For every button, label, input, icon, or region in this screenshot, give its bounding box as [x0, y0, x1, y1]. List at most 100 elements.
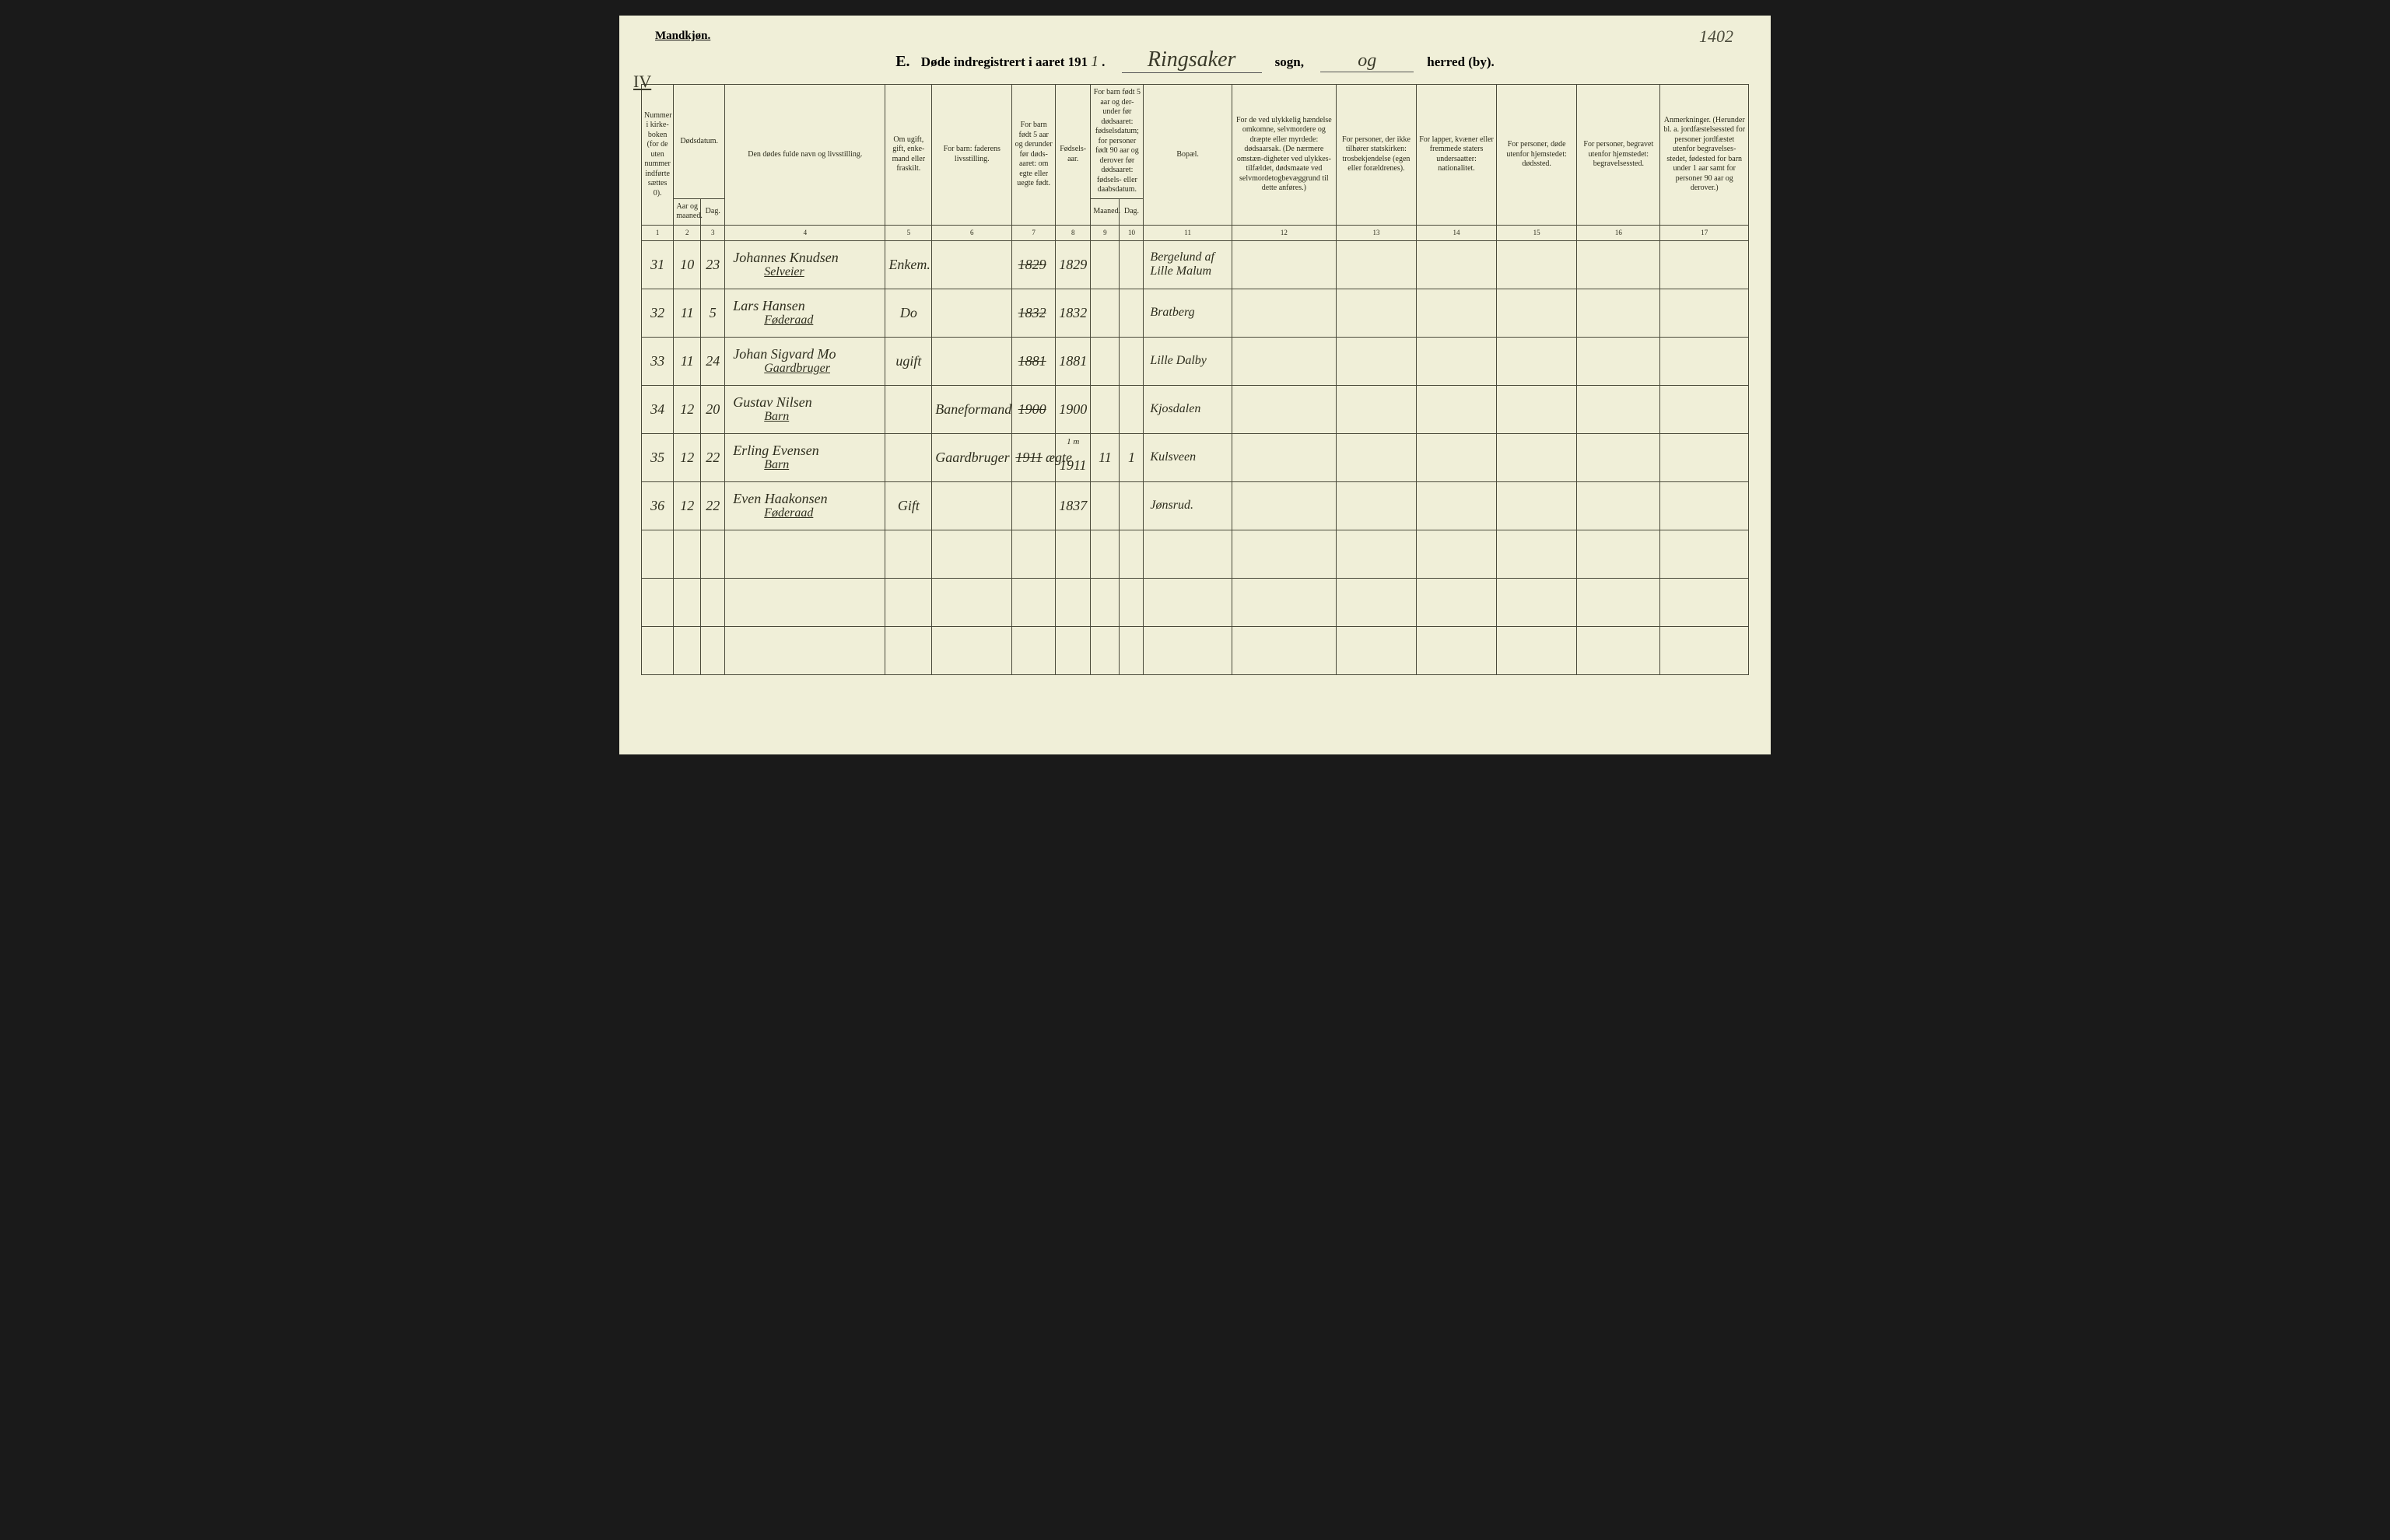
cell-m9: [1091, 385, 1120, 433]
cell-birth: 1832: [1056, 289, 1091, 337]
title-letter: E.: [895, 53, 909, 70]
cell-status: Do: [885, 289, 932, 337]
parish-hw: Ringsaker: [1122, 47, 1262, 73]
register-page: 1402 Mandkjøn. IV E. Døde indregistrert …: [619, 16, 1771, 754]
hdr-c7: For barn født 5 aar og derunder før døds…: [1012, 85, 1056, 226]
cell-m9: [1091, 289, 1120, 337]
cell-m9: [1091, 337, 1120, 385]
cell-num: 32: [642, 289, 674, 337]
cell-d10: [1120, 240, 1144, 289]
hdr-c2: Aar og maaned.: [674, 198, 701, 225]
cell-name: Johannes KnudsenSelveier: [725, 240, 885, 289]
cell-c7: 1829: [1012, 240, 1056, 289]
cell-num: 36: [642, 481, 674, 530]
parish-label: sogn,: [1275, 54, 1304, 69]
hdr-c3: Dag.: [701, 198, 725, 225]
cell-birth: 1 m1911: [1056, 433, 1091, 481]
cell-num: 33: [642, 337, 674, 385]
cell-bopal: Kulsveen: [1144, 433, 1232, 481]
death-register-table: Nummer i kirke-boken (for de uten nummer…: [641, 84, 1749, 675]
cell-name: Lars HansenFøderaad: [725, 289, 885, 337]
district-hw: og: [1320, 51, 1414, 72]
hdr-c8: Fødsels-aar.: [1056, 85, 1091, 226]
table-row: 311023Johannes KnudsenSelveierEnkem. 1829…: [642, 240, 1749, 289]
table-row: 32115Lars HansenFøderaadDo18321832Bratbe…: [642, 289, 1749, 337]
cell-m9: 11: [1091, 433, 1120, 481]
table-row: 341220Gustav NilsenBarnBaneformand190019…: [642, 385, 1749, 433]
cell-num: 34: [642, 385, 674, 433]
cell-month: 10: [674, 240, 701, 289]
cell-month: 11: [674, 337, 701, 385]
empty-row: [642, 530, 1749, 578]
cell-day: 23: [701, 240, 725, 289]
hdr-c16: For personer, begravet utenfor hjemstede…: [1577, 85, 1660, 226]
cell-m9: [1091, 240, 1120, 289]
cell-day: 24: [701, 337, 725, 385]
table-header: Nummer i kirke-boken (for de uten nummer…: [642, 85, 1749, 241]
gender-label: Mandkjøn.: [655, 30, 1749, 43]
title-line: E. Døde indregistrert i aaret 1911. Ring…: [641, 47, 1749, 73]
cell-day: 20: [701, 385, 725, 433]
cell-birth: 1900: [1056, 385, 1091, 433]
cell-d10: [1120, 385, 1144, 433]
cell-bopal: Bratberg: [1144, 289, 1232, 337]
district-label: herred (by).: [1427, 54, 1495, 69]
cell-status: [885, 385, 932, 433]
hdr-c13: For personer, der ikke tilhører statskir…: [1336, 85, 1416, 226]
cell-status: ugift: [885, 337, 932, 385]
hdr-c11: Bopæl.: [1144, 85, 1232, 226]
title-main: Døde indregistrert i aaret 19: [921, 54, 1081, 69]
cell-status: [885, 433, 932, 481]
hdr-c23top: Dødsdatum.: [674, 85, 725, 199]
cell-father: [932, 240, 1012, 289]
cell-c7: 1881: [1012, 337, 1056, 385]
empty-row: [642, 626, 1749, 674]
hdr-c6: For barn: faderens livsstilling.: [932, 85, 1012, 226]
cell-name: Johan Sigvard MoGaardbruger: [725, 337, 885, 385]
cell-c7: 1911ægte: [1012, 433, 1056, 481]
cell-d10: [1120, 289, 1144, 337]
cell-num: 31: [642, 240, 674, 289]
hdr-c4: Den dødes fulde navn og livsstilling.: [725, 85, 885, 226]
table-row: 361222Even HaakonsenFøderaadGift 1837 Jøns…: [642, 481, 1749, 530]
cell-father: [932, 289, 1012, 337]
hdr-c9: Maaned.: [1091, 198, 1120, 225]
cell-father: Baneformand: [932, 385, 1012, 433]
cell-birth: 1881: [1056, 337, 1091, 385]
cell-c7: [1012, 481, 1056, 530]
cell-month: 12: [674, 385, 701, 433]
cell-day: 5: [701, 289, 725, 337]
cell-name: Even HaakonsenFøderaad: [725, 481, 885, 530]
cell-bopal: Jønsrud.: [1144, 481, 1232, 530]
cell-name: Gustav NilsenBarn: [725, 385, 885, 433]
roman-numeral: IV: [633, 72, 651, 92]
cell-father: Gaardbruger: [932, 433, 1012, 481]
hdr-c1: Nummer i kirke-boken (for de uten nummer…: [642, 85, 674, 226]
hdr-c5: Om ugift, gift, enke-mand eller fraskilt…: [885, 85, 932, 226]
cell-num: 35: [642, 433, 674, 481]
cell-bopal: Lille Dalby: [1144, 337, 1232, 385]
cell-d10: [1120, 337, 1144, 385]
cell-month: 12: [674, 481, 701, 530]
table-row: 351222Erling EvensenBarnGaardbruger1911æ…: [642, 433, 1749, 481]
hdr-c17: Anmerkninger. (Herunder bl. a. jordfæste…: [1660, 85, 1749, 226]
cell-status: Enkem.: [885, 240, 932, 289]
cell-birth: 1837: [1056, 481, 1091, 530]
cell-status: Gift: [885, 481, 932, 530]
hdr-c12: For de ved ulykkelig hændelse omkomne, s…: [1232, 85, 1336, 226]
cell-name: Erling EvensenBarn: [725, 433, 885, 481]
cell-c7: 1900: [1012, 385, 1056, 433]
hdr-c15: For personer, døde utenfor hjemstedet: d…: [1497, 85, 1577, 226]
cell-father: [932, 337, 1012, 385]
hdr-c14: For lapper, kvæner eller fremmede stater…: [1417, 85, 1497, 226]
cell-m9: [1091, 481, 1120, 530]
cell-father: [932, 481, 1012, 530]
cell-day: 22: [701, 433, 725, 481]
hdr-c10: Dag.: [1120, 198, 1144, 225]
cell-d10: [1120, 481, 1144, 530]
cell-day: 22: [701, 481, 725, 530]
cell-bopal: Bergelund af Lille Malum: [1144, 240, 1232, 289]
table-body: 311023Johannes KnudsenSelveierEnkem. 1829…: [642, 240, 1749, 674]
page-number: 1402: [1699, 26, 1733, 47]
hdr-c910top: For barn født 5 aar og der-under før død…: [1091, 85, 1144, 199]
